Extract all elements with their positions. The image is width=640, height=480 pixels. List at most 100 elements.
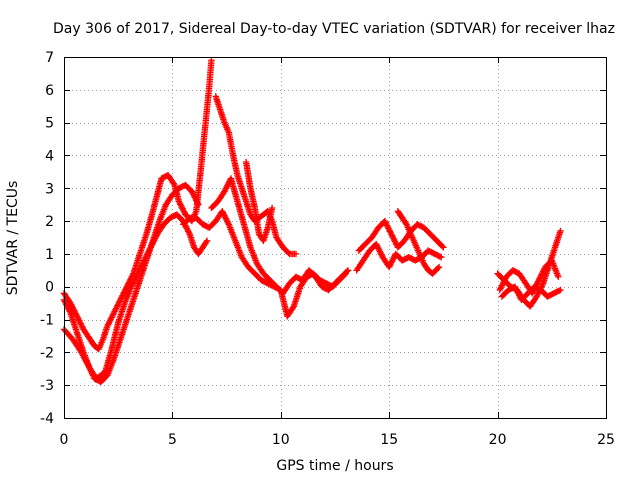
data-point [392, 239, 399, 247]
data-point [498, 282, 506, 289]
x-tick-label: 10 [272, 432, 290, 448]
data-point [533, 293, 540, 300]
data-point [383, 220, 390, 228]
data-point [115, 299, 123, 306]
data-point [384, 223, 391, 231]
data-point [107, 315, 115, 323]
data-point [435, 263, 443, 271]
data-point [130, 277, 138, 285]
data-point [188, 188, 196, 195]
data-point [440, 244, 447, 251]
x-tick-label: 0 [60, 432, 69, 448]
data-point [208, 57, 215, 64]
data-point [224, 219, 232, 227]
data-point [76, 318, 84, 326]
data-point [387, 229, 394, 236]
data-point [193, 198, 201, 205]
series-track-m [498, 283, 564, 304]
data-point [137, 264, 144, 271]
data-point [146, 247, 153, 254]
series-track-a [60, 57, 215, 353]
data-point [75, 315, 82, 323]
series-track-g [242, 158, 276, 244]
data-point [151, 236, 158, 244]
data-point [115, 301, 122, 308]
data-point [203, 237, 211, 244]
data-point [375, 245, 382, 252]
data-point [512, 284, 519, 292]
data-point [514, 289, 522, 296]
y-tick-labels: -4 -3 -2 -1 0 1 2 3 4 5 6 7 [40, 50, 54, 427]
data-point [555, 287, 563, 294]
data-point [289, 304, 297, 312]
data-point [152, 233, 159, 241]
plot-frame [64, 57, 607, 419]
data-point [497, 285, 504, 292]
data-point [65, 306, 73, 314]
data-point [539, 281, 546, 289]
data-point [185, 228, 192, 235]
data-point [557, 227, 564, 235]
data-point [133, 271, 141, 279]
data-point [108, 314, 115, 321]
data-point [73, 313, 81, 320]
data-point [496, 286, 503, 294]
data-point [179, 205, 186, 212]
data-point [132, 274, 139, 282]
y-tick-label: 0 [45, 280, 54, 296]
data-point [141, 255, 149, 263]
data-point [148, 242, 155, 250]
data-point [388, 258, 396, 265]
data-point [65, 305, 72, 312]
data-point [180, 208, 188, 215]
data-point [535, 276, 542, 284]
y-tick-label: -2 [40, 345, 54, 361]
series-track-c [60, 211, 211, 382]
data-point [516, 292, 523, 299]
data-point [500, 278, 508, 285]
data-point [534, 291, 541, 299]
data-point [375, 246, 383, 254]
data-point [434, 264, 442, 272]
data-point [117, 296, 124, 304]
data-point [143, 251, 151, 258]
data-point [222, 215, 230, 222]
y-tick-label: 5 [45, 116, 54, 132]
data-point [540, 266, 548, 274]
data-point [113, 303, 120, 311]
data-point [539, 268, 547, 275]
data-point [438, 253, 445, 261]
series-track-d [180, 208, 350, 320]
data-point [221, 213, 229, 221]
data-point [195, 201, 202, 208]
data-point [537, 274, 544, 281]
y-tick-label: -3 [40, 378, 54, 394]
data-point [185, 229, 193, 236]
data-point [192, 195, 199, 203]
chart-title: Day 306 of 2017, Sidereal Day-to-day VTE… [53, 21, 615, 37]
data-point [110, 309, 118, 317]
data-point [141, 257, 148, 264]
data-point [77, 320, 84, 327]
data-point [386, 226, 393, 234]
data-point [224, 218, 231, 225]
y-tick-label: -4 [40, 411, 54, 427]
data-point [439, 243, 446, 250]
series-track-f [208, 175, 352, 297]
data-point [386, 263, 393, 271]
data-point [501, 276, 509, 283]
data-point [387, 260, 394, 268]
data-point [133, 273, 140, 280]
data-point [221, 186, 229, 194]
data-point [140, 258, 147, 266]
data-point [372, 240, 380, 248]
data-point [118, 293, 126, 301]
data-point [500, 279, 507, 286]
x-tick-label: 20 [489, 432, 507, 448]
y-tick-label: -1 [40, 313, 54, 329]
x-tick-label: 25 [597, 432, 615, 448]
y-tick-label: 1 [45, 247, 54, 263]
data-point [62, 299, 69, 306]
data-point [176, 199, 183, 207]
data-point [74, 314, 81, 321]
